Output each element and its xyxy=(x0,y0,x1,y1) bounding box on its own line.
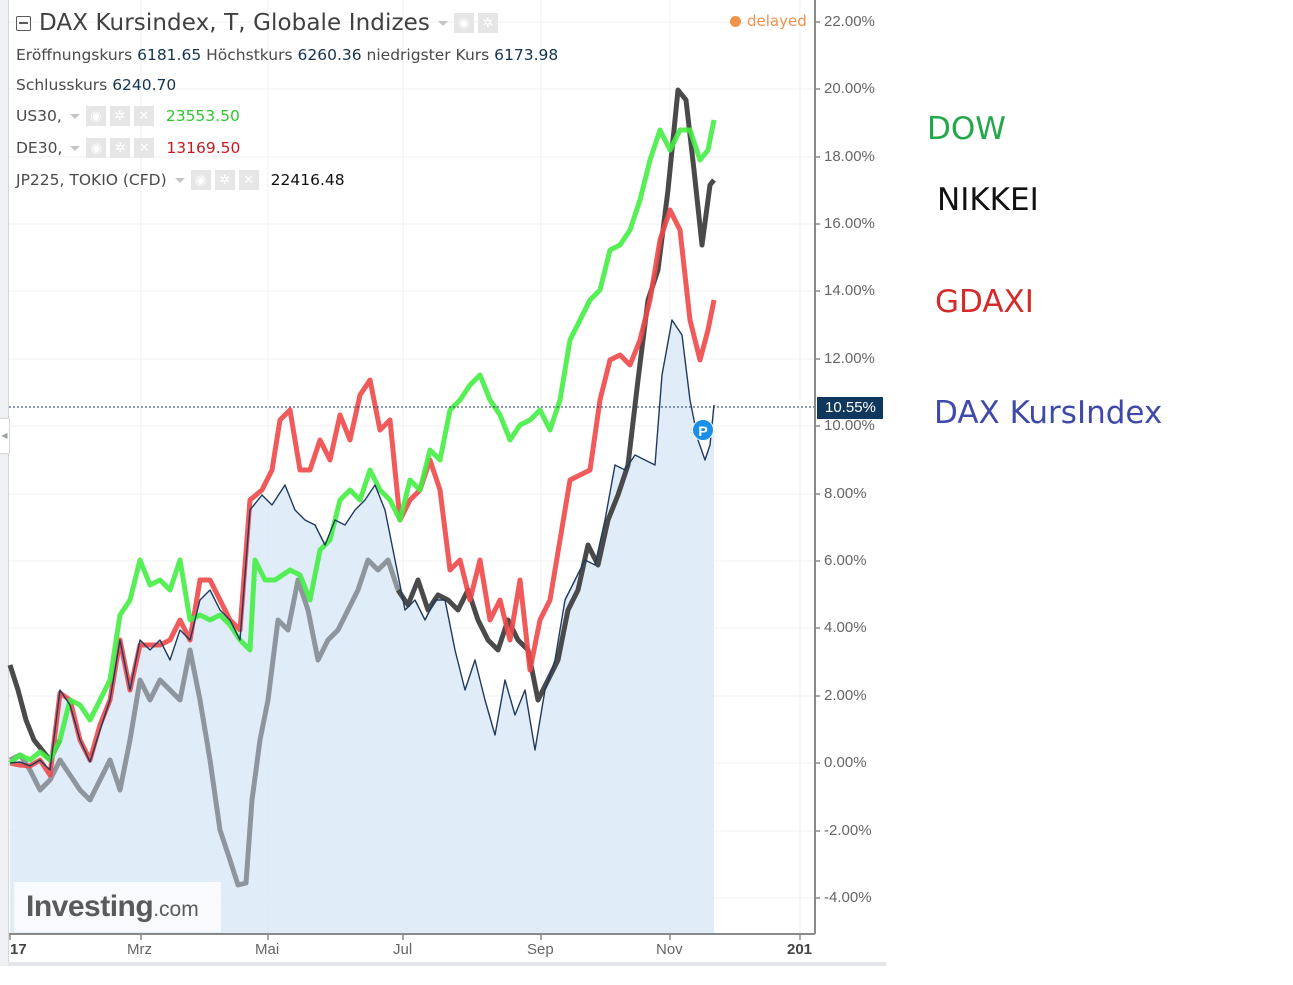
y-tick: 14.00% xyxy=(824,282,875,299)
high-value: 6260.36 xyxy=(297,46,362,64)
gear-icon[interactable]: ✲ xyxy=(214,170,235,190)
annotation-dax: DAX KursIndex xyxy=(934,395,1163,431)
logo-suffix: .com xyxy=(153,898,199,921)
x-tick: Mrz xyxy=(127,941,152,958)
low-label: niedrigster Kurs xyxy=(366,46,490,64)
series-value: 23553.50 xyxy=(165,107,240,125)
chart-legend: DAX Kursindex, T, Globale Indizes ◉ ✲ Er… xyxy=(16,6,558,196)
chevron-down-icon[interactable] xyxy=(437,20,448,26)
close-icon[interactable]: ✕ xyxy=(134,138,155,158)
low-value: 6173.98 xyxy=(494,46,559,64)
gear-icon[interactable]: ✲ xyxy=(109,106,130,126)
high-label: Höchstkurs xyxy=(206,46,293,64)
close-icon[interactable]: ✕ xyxy=(238,170,259,190)
chevron-down-icon[interactable] xyxy=(174,177,185,183)
y-tick: 8.00% xyxy=(824,485,867,502)
gear-icon[interactable]: ✲ xyxy=(477,13,498,33)
ohlc-row-1: Eröffnungskurs 6181.65 Höchstkurs 6260.3… xyxy=(16,40,558,70)
y-tick: 6.00% xyxy=(824,552,867,569)
gear-icon[interactable]: ✲ xyxy=(110,138,131,158)
y-tick: -4.00% xyxy=(824,889,872,906)
series-symbol: DE30, xyxy=(16,139,63,157)
chevron-down-icon[interactable] xyxy=(69,113,80,119)
dax-area xyxy=(10,320,714,933)
plot-area[interactable] xyxy=(0,0,886,966)
y-tick: 12.00% xyxy=(824,350,875,367)
x-tick: Jul xyxy=(393,941,413,958)
open-value: 6181.65 xyxy=(137,46,202,64)
series-symbol: JP225, TOKIO (CFD) xyxy=(16,171,167,189)
delayed-status: delayed xyxy=(730,12,807,30)
investing-logo: Investing .com xyxy=(14,882,221,932)
status-dot-icon xyxy=(730,15,741,27)
chart-panel: ◀ xyxy=(0,0,886,966)
logo-text: Investing xyxy=(26,890,154,923)
chart-title: DAX Kursindex, T, Globale Indizes xyxy=(39,10,430,36)
x-tick: Nov xyxy=(656,941,683,958)
series-us30: US30, ◉ ✲ ✕ 23553.50 xyxy=(16,100,558,132)
series-value: 22416.48 xyxy=(270,171,345,189)
eye-icon[interactable]: ◉ xyxy=(85,106,106,126)
close-value: 6240.70 xyxy=(112,76,177,94)
left-rail: ◀ xyxy=(0,0,10,966)
collapse-icon[interactable] xyxy=(16,15,31,31)
p-marker-icon[interactable]: P xyxy=(692,419,714,441)
annotation-dow: DOW xyxy=(927,111,1006,147)
dax-line xyxy=(9,319,715,771)
y-tick: 2.00% xyxy=(824,687,867,704)
y-tick: 0.00% xyxy=(824,754,867,771)
current-price-tag: 10.55% xyxy=(817,397,883,419)
x-tick: 17 xyxy=(10,941,27,958)
close-icon[interactable]: ✕ xyxy=(133,106,154,126)
x-tick: 201 xyxy=(787,941,813,958)
eye-icon[interactable]: ◉ xyxy=(190,170,211,190)
y-tick: 10.00% xyxy=(824,417,875,434)
close-label: Schlusskurs xyxy=(16,76,108,94)
series-jp225: JP225, TOKIO (CFD) ◉ ✲ ✕ 22416.48 xyxy=(16,164,558,196)
dow-line xyxy=(8,119,717,765)
eye-icon[interactable]: ◉ xyxy=(86,138,107,158)
main-series-header: DAX Kursindex, T, Globale Indizes ◉ ✲ xyxy=(16,6,558,40)
axis-ticks xyxy=(9,21,820,940)
x-tick: Mai xyxy=(255,941,280,958)
series-symbol: US30, xyxy=(16,107,62,125)
expand-panel-button[interactable]: ◀ xyxy=(0,418,10,454)
bottom-scrollbar[interactable] xyxy=(8,962,886,966)
annotation-gdaxi: GDAXI xyxy=(935,284,1034,320)
y-tick: 4.00% xyxy=(824,619,867,636)
y-tick: 16.00% xyxy=(824,215,875,232)
status-text: delayed xyxy=(747,12,807,30)
x-tick: Sep xyxy=(527,941,554,958)
eye-icon[interactable]: ◉ xyxy=(453,13,474,33)
series-de30: DE30, ◉ ✲ ✕ 13169.50 xyxy=(16,132,558,164)
series-value: 13169.50 xyxy=(166,139,241,157)
y-tick: 20.00% xyxy=(824,80,875,97)
ohlc-row-2: Schlusskurs 6240.70 xyxy=(16,70,558,100)
nikkei-line-early xyxy=(8,557,401,888)
annotation-nikkei: NIKKEI xyxy=(937,182,1039,218)
y-tick: -2.00% xyxy=(824,822,872,839)
chevron-down-icon[interactable] xyxy=(70,145,81,151)
y-tick: 18.00% xyxy=(824,148,875,165)
y-tick: 22.00% xyxy=(824,13,875,30)
open-label: Eröffnungskurs xyxy=(16,46,133,64)
